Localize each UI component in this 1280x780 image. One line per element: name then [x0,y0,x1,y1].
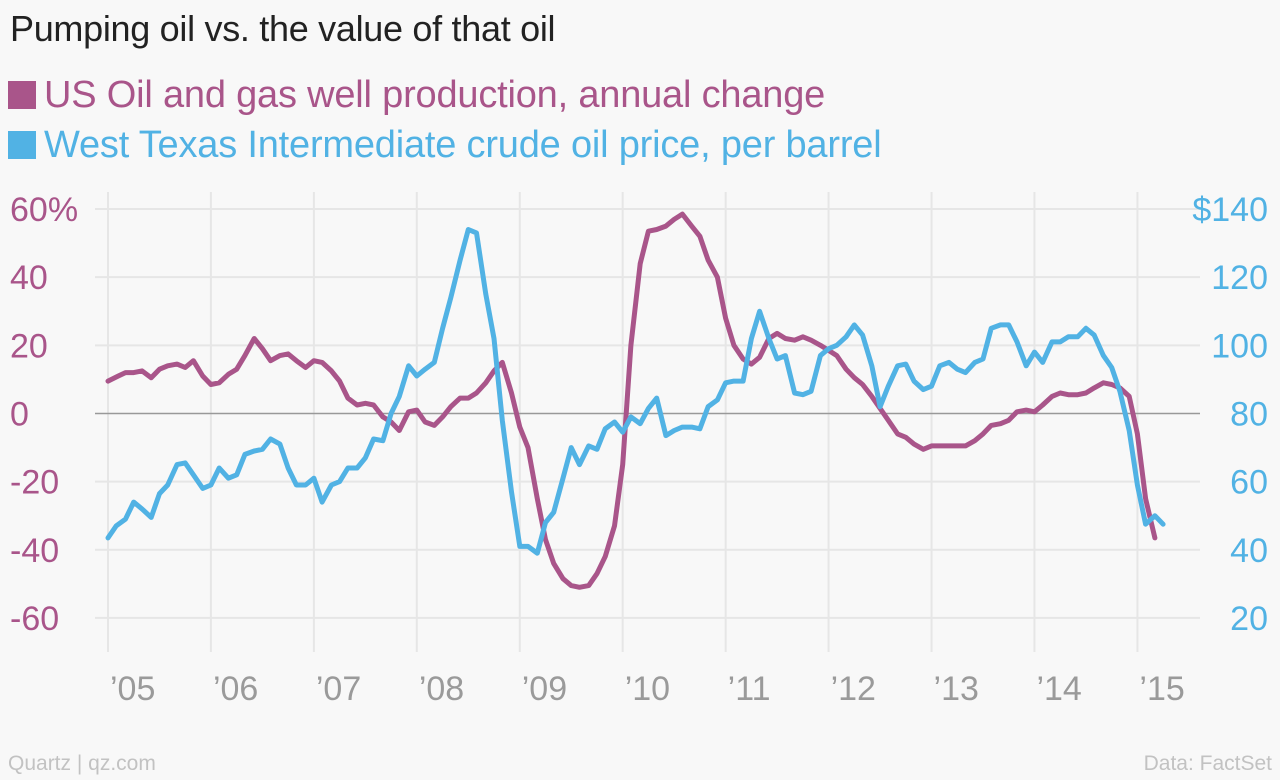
y-left-tick-label: -40 [10,532,59,570]
series-lines [105,211,1166,590]
x-tick-label: ’06 [213,670,258,708]
x-tick-label: ’09 [522,670,567,708]
series-line-wti-price [105,227,1166,556]
y-right-tick-label: 100 [1211,327,1268,365]
x-tick-label: ’13 [934,670,979,708]
y-left-tick-label: -60 [10,600,59,638]
legend: US Oil and gas well production, annual c… [8,70,882,170]
legend-label-wti-price: West Texas Intermediate crude oil price,… [44,123,882,166]
x-tick-label: ’07 [316,670,361,708]
legend-item-production: US Oil and gas well production, annual c… [8,70,881,120]
y-right-tick-label: 80 [1230,395,1268,433]
x-tick-label: ’11 [728,670,771,708]
y-left-tick-label: 20 [10,327,48,365]
legend-item-wti-price: West Texas Intermediate crude oil price,… [8,120,882,170]
y-left-tick-label: 60% [10,191,78,229]
gridlines [95,192,1200,652]
x-tick-label: ’15 [1139,670,1184,708]
y-right-tick-label: 120 [1211,259,1268,297]
legend-swatch-wti-price [8,131,36,159]
legend-swatch-production [8,81,36,109]
x-tick-label: ’05 [110,670,155,708]
tick-labels: ’05 ’06 ’07 ’08 ’09 ’10 ’11 ’12 ’13 ’14 ’15 60% 40 20… [10,191,1268,708]
legend-label-production: US Oil and gas well production, annual c… [44,73,826,116]
y-left-tick-label: 40 [10,259,48,297]
data-source: Data: FactSet [1143,752,1272,775]
x-tick-label: ’12 [831,670,876,708]
source-credit: Quartz | qz.com [8,752,156,775]
y-right-tick-label: 40 [1230,532,1268,570]
x-tick-label: ’10 [625,670,670,708]
y-left-tick-label: -20 [10,464,59,502]
y-left-tick-label: 0 [10,395,29,433]
x-tick-label: ’14 [1036,670,1081,708]
y-right-tick-label: $140 [1192,191,1268,229]
chart-title: Pumping oil vs. the value of that oil [10,8,556,49]
y-right-tick-label: 20 [1230,600,1268,638]
x-tick-label: ’08 [419,670,464,708]
series-line-production-change [105,211,1158,590]
y-right-tick-label: 60 [1230,464,1268,502]
